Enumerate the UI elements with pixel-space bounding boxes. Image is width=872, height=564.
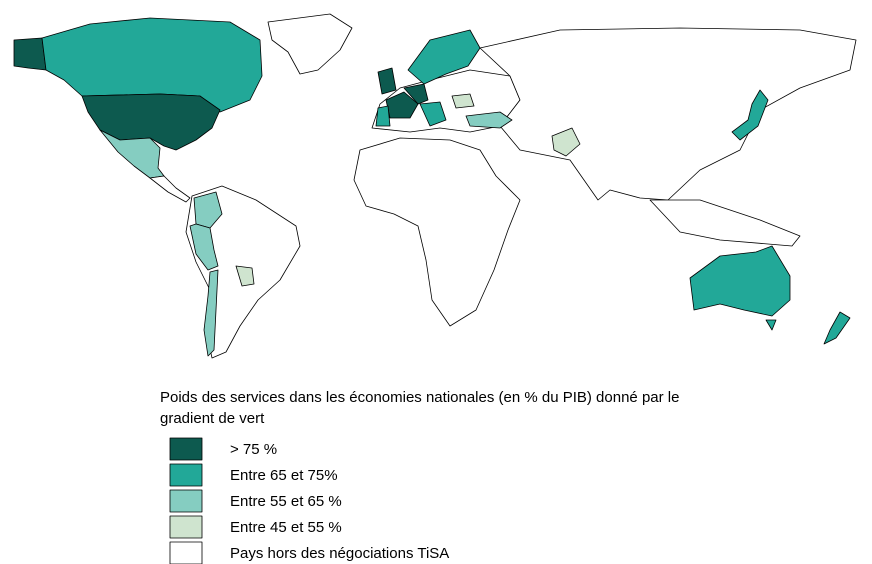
legend-swatch: [169, 541, 203, 564]
country: [451, 93, 475, 109]
country: [407, 29, 481, 85]
legend-label: Entre 55 et 65 %: [230, 493, 342, 510]
country: [189, 223, 219, 271]
country: [689, 245, 791, 317]
country: [765, 319, 777, 331]
country: [41, 17, 263, 113]
legend-label: Entre 65 et 75%: [230, 467, 338, 484]
country: [203, 269, 219, 357]
legend-label: > 75 %: [230, 441, 277, 458]
country: [823, 311, 851, 345]
country: [479, 27, 857, 201]
country: [551, 127, 581, 157]
country: [465, 111, 513, 129]
legend-swatch: [169, 463, 203, 487]
legend-title: gradient de vert: [160, 410, 265, 427]
country: [13, 37, 47, 71]
legend-swatch: [169, 515, 203, 539]
legend-label: Entre 45 et 55 %: [230, 519, 342, 536]
country: [193, 191, 223, 229]
country: [385, 91, 419, 119]
country: [99, 129, 165, 179]
country: [149, 175, 191, 203]
country: [267, 13, 353, 75]
legend-swatch: [169, 489, 203, 513]
country: [731, 89, 769, 141]
world-map: [13, 13, 857, 359]
legend-title: Poids des services dans les économies na…: [160, 389, 679, 406]
country: [375, 105, 391, 127]
country: [403, 83, 429, 105]
country: [353, 137, 521, 327]
country: [377, 67, 397, 95]
legend-label: Pays hors des négociations TiSA: [230, 545, 449, 562]
legend-swatch: [169, 437, 203, 461]
country: [419, 101, 447, 127]
country: [235, 265, 255, 287]
legend: > 75 % Entre 65 et 75% Entre 55 et 65 % Ent…: [169, 437, 449, 564]
country: [649, 199, 801, 247]
